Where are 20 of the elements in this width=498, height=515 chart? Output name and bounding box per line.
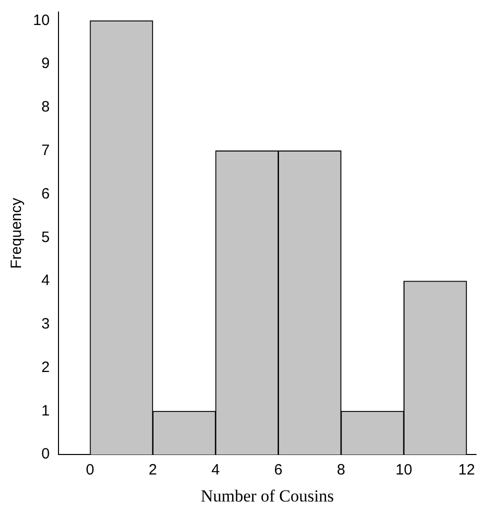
x-tick-label: 6 [274, 462, 282, 479]
y-tick-label: 2 [41, 358, 50, 376]
y-tick-label: 5 [41, 228, 50, 246]
x-tick-label: 4 [211, 462, 220, 479]
y-tick-label: 9 [41, 55, 50, 72]
y-tick-label: 7 [41, 142, 50, 159]
x-axis-title: Number of Cousins [200, 486, 334, 506]
y-tick-label: 1 [41, 402, 50, 420]
x-tick-label: 10 [395, 462, 412, 479]
y-axis-title: Frequency [8, 197, 26, 269]
y-tick-label: 4 [41, 272, 50, 290]
y-tick-label: 10 [32, 12, 50, 29]
x-tick-label: 8 [336, 462, 346, 479]
y-tick-label: 0 [41, 446, 50, 463]
x-tick-label: 0 [86, 462, 94, 479]
x-tick-label: 12 [458, 462, 475, 479]
x-tick-label: 2 [148, 462, 157, 479]
y-tick-label: 8 [41, 98, 50, 116]
y-tick-label: 6 [41, 185, 50, 202]
y-tick-label: 3 [41, 316, 50, 333]
